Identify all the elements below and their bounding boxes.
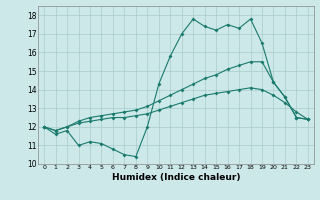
X-axis label: Humidex (Indice chaleur): Humidex (Indice chaleur) (112, 173, 240, 182)
